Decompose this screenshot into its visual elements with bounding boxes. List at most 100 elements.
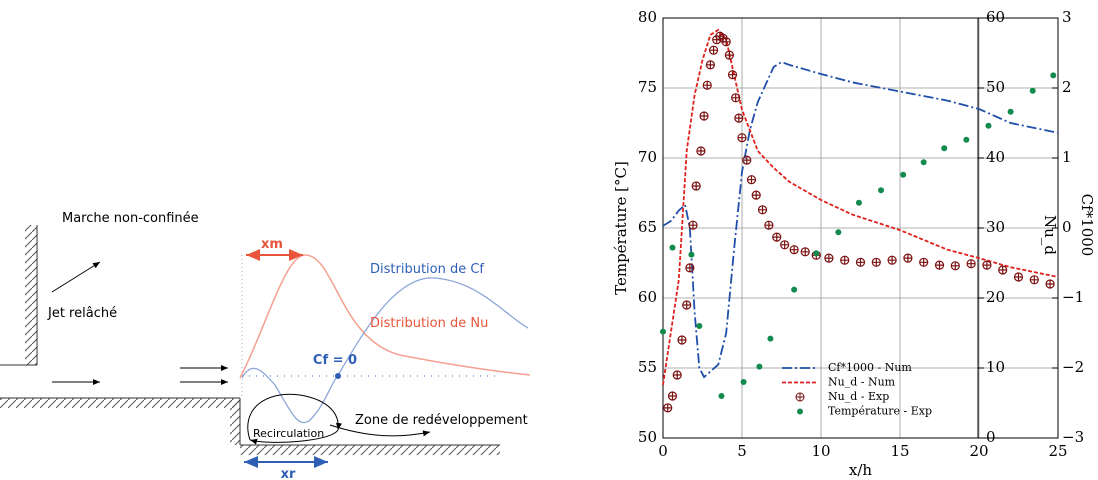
marker (691, 181, 701, 191)
y-axis-label: Température [°C] (612, 161, 630, 295)
marker (941, 145, 948, 152)
marker (1013, 272, 1024, 282)
marker (696, 146, 706, 156)
y2-tick-label: 50 (986, 78, 1005, 96)
label: xm (261, 237, 283, 252)
marker (824, 253, 834, 263)
marker (934, 260, 945, 270)
marker (840, 255, 850, 265)
marker (699, 111, 709, 121)
marker (724, 50, 734, 60)
y-tick-label: 80 (638, 8, 657, 26)
marker (878, 187, 885, 194)
marker (663, 403, 673, 413)
marker (900, 171, 907, 178)
marker (705, 60, 716, 70)
x-tick-label: 15 (890, 442, 909, 460)
y2-tick-label: 60 (986, 8, 1005, 26)
nu-curve (239, 254, 531, 379)
label: Jet relâché (47, 306, 117, 321)
y-tick-label: 55 (638, 358, 657, 376)
marker (791, 286, 798, 293)
marker (702, 80, 712, 90)
marker (780, 240, 790, 250)
y-tick-label: 65 (638, 218, 657, 236)
marker (998, 265, 1008, 275)
legend-label: Nu_d - Exp (828, 390, 889, 403)
cf-curve (241, 277, 529, 424)
arrow (51, 261, 101, 293)
marker (800, 247, 810, 257)
y-tick-label: 60 (638, 288, 657, 306)
marker (685, 263, 695, 273)
marker (789, 245, 799, 255)
y2-tick-label: 30 (986, 218, 1005, 236)
marker (669, 244, 676, 251)
marker (688, 220, 698, 230)
y3-tick-label: 1 (1062, 148, 1072, 166)
y2-axis-label: Nu_d (1041, 215, 1059, 255)
marker (1007, 108, 1014, 115)
series-line (662, 28, 1059, 385)
marker (764, 220, 774, 230)
marker (667, 391, 678, 401)
marker (982, 260, 992, 270)
marker (887, 255, 897, 265)
y3-tick-label: −2 (1062, 358, 1084, 376)
zero-point (335, 373, 341, 379)
y3-tick-label: −3 (1062, 428, 1084, 446)
y2-tick-label: 40 (986, 148, 1005, 166)
marker (855, 257, 866, 267)
hatch (0, 398, 240, 408)
marker (835, 229, 842, 236)
marker (734, 113, 744, 123)
marker (1050, 72, 1057, 79)
marker (721, 37, 731, 47)
y2-tick-label: 20 (986, 288, 1005, 306)
diagram-title: Marche non-confinée (62, 211, 199, 226)
y2-tick-label: 10 (986, 358, 1005, 376)
marker (985, 122, 992, 129)
y3-axis-label: Cf*1000 (1078, 194, 1096, 257)
marker (1045, 279, 1055, 289)
x-tick-label: 25 (1048, 442, 1067, 460)
marker (963, 136, 970, 143)
y-tick-label: 70 (638, 148, 657, 166)
legend-label: Cf*1000 - Num (828, 361, 912, 374)
label: Distribution de Nu (370, 316, 488, 331)
y-tick-label: 75 (638, 78, 657, 96)
marker (813, 250, 820, 257)
marker (966, 259, 976, 269)
marker (696, 323, 703, 329)
marker (660, 328, 666, 335)
marker (757, 205, 768, 215)
marker (682, 300, 692, 310)
marker (746, 175, 757, 185)
marker (871, 257, 881, 267)
marker (672, 370, 682, 380)
marker (751, 190, 761, 200)
marker (903, 253, 913, 263)
x-tick-label: 10 (811, 442, 830, 460)
marker (740, 379, 747, 385)
marker (688, 251, 695, 258)
y2-tick-label: 0 (986, 428, 996, 446)
label: Distribution de Cf (370, 262, 484, 277)
marker (855, 199, 862, 206)
recirc-arrow (247, 393, 342, 441)
label: xr (281, 467, 296, 480)
legend-label: Température - Exp (828, 405, 932, 418)
marker (950, 261, 960, 271)
marker (731, 93, 741, 103)
plot-frame (662, 17, 1059, 439)
marker (677, 335, 687, 345)
marker (718, 393, 725, 399)
x-tick-label: 20 (969, 442, 988, 460)
legend-swatch (797, 408, 803, 415)
marker (767, 335, 774, 342)
marker (920, 159, 927, 166)
marker (772, 232, 782, 242)
marker (727, 70, 738, 80)
hatch (240, 445, 500, 455)
